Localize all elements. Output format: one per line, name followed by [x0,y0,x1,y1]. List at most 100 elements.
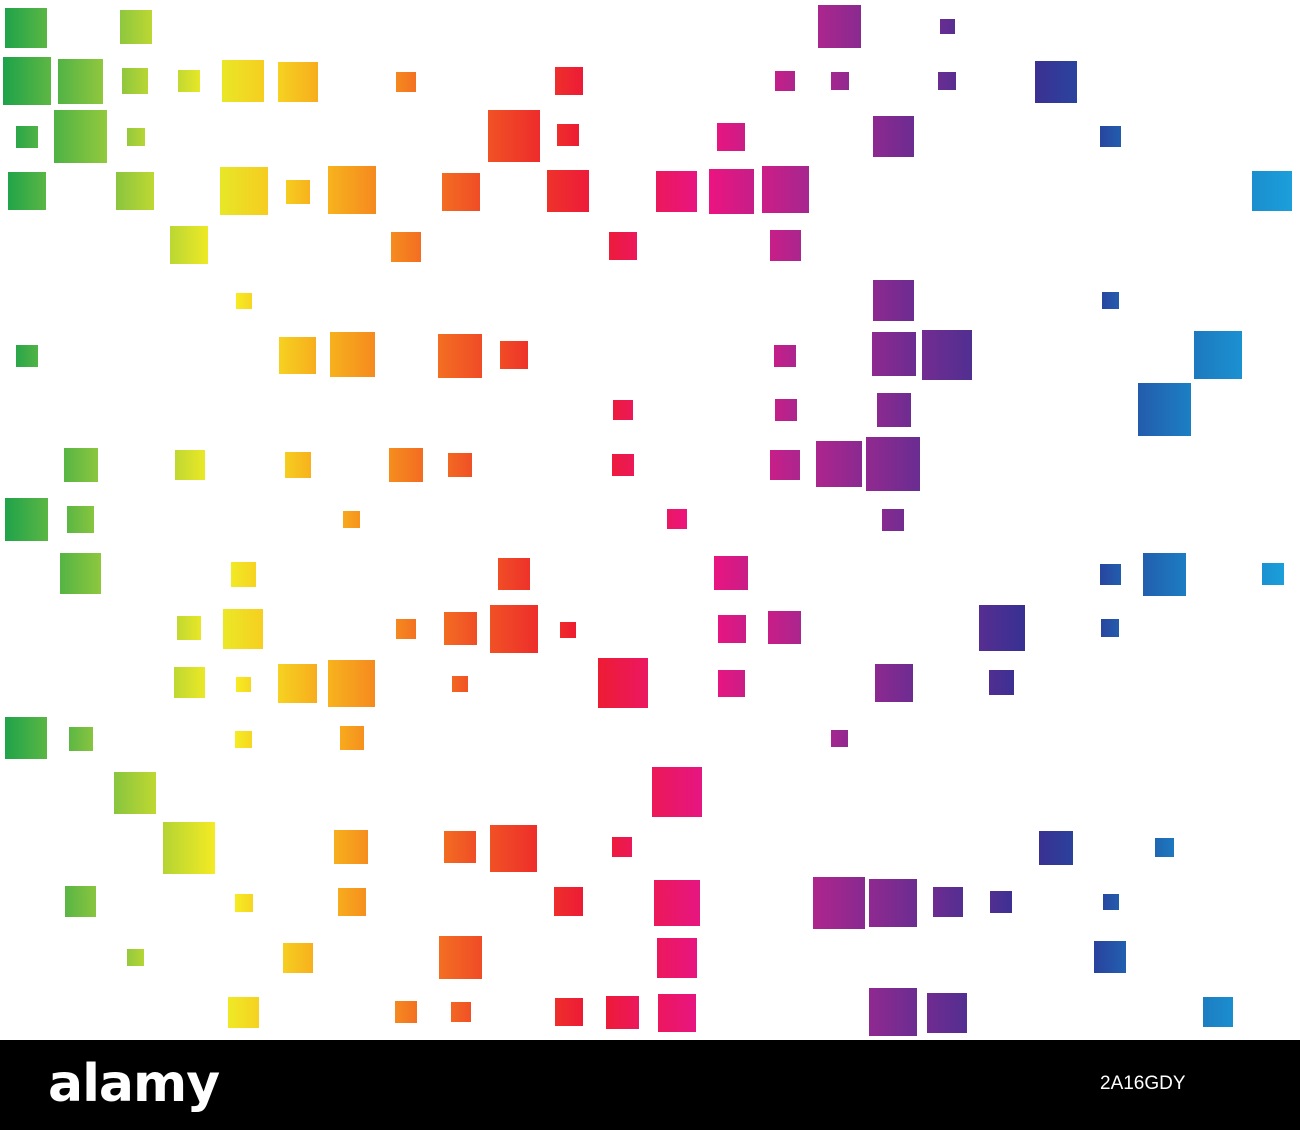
gradient-square [1100,126,1121,147]
gradient-square [606,996,639,1029]
gradient-square [236,293,252,309]
gradient-square [278,664,317,703]
gradient-square [1101,619,1119,637]
gradient-square [1039,831,1073,865]
gradient-square [989,670,1014,695]
gradient-square [231,562,256,587]
gradient-square [67,506,94,533]
gradient-square [658,994,696,1032]
gradient-square [235,894,253,912]
gradient-square [873,280,914,321]
gradient-square [338,888,366,916]
gradient-square [285,452,311,478]
gradient-square [922,330,972,380]
gradient-square [927,993,967,1033]
gradient-square [770,230,801,261]
gradient-square [979,605,1025,651]
gradient-square [500,341,528,369]
gradient-square [1143,553,1186,596]
gradient-square [444,831,476,863]
gradient-square [439,936,482,979]
gradient-square [127,128,145,146]
gradient-square [774,345,796,367]
gradient-square [286,180,310,204]
gradient-square [1262,563,1284,585]
gradient-square [328,166,376,214]
gradient-square [16,126,38,148]
gradient-square [65,886,96,917]
gradient-square [940,19,955,34]
gradient-square [1035,61,1077,103]
gradient-square [69,727,93,751]
gradient-square [869,879,917,927]
gradient-square [328,660,375,707]
gradient-square [1194,331,1242,379]
gradient-square [1252,171,1292,211]
gradient-square [278,62,318,102]
gradient-square [813,877,865,929]
gradient-square [54,110,107,163]
gradient-square [866,437,920,491]
gradient-square [1103,894,1119,910]
gradient-square [656,171,697,212]
gradient-square [613,400,633,420]
gradient-square [990,891,1012,913]
gradient-square [718,670,745,697]
gradient-square [395,1001,417,1023]
gradient-square [177,616,201,640]
gradient-square [560,622,576,638]
gradient-square [933,887,963,917]
gradient-square [220,167,268,215]
gradient-square [60,553,101,594]
watermark-footer: alamy 2A16GDY [0,1040,1300,1130]
gradient-square [768,611,801,644]
gradient-square [222,60,264,102]
gradient-square [554,887,583,916]
gradient-square [490,605,538,653]
gradient-square [396,619,416,639]
gradient-square [5,8,47,48]
gradient-square [235,731,252,748]
gradient-square [612,837,632,857]
gradient-square [873,116,914,157]
gradient-square [762,166,809,213]
gradient-square [555,998,583,1026]
gradient-square [3,57,51,105]
gradient-square [557,124,579,146]
gradient-square [872,332,916,376]
gradient-square [5,498,48,541]
gradient-square [488,110,540,162]
gradient-square [175,450,205,480]
gradient-square [717,123,745,151]
gradient-square [283,943,313,973]
gradient-square [122,68,148,94]
gradient-square [236,677,251,692]
gradient-square [818,5,861,48]
gradient-square [116,172,154,210]
gradient-square [8,172,46,210]
gradient-square [555,67,583,95]
gradient-square [127,949,144,966]
gradient-square [714,556,748,590]
gradient-square [163,822,215,874]
gradient-square [667,509,687,529]
gradient-square [831,730,848,747]
gradient-square [598,658,648,708]
gradient-square [547,170,589,212]
gradient-square [654,880,700,926]
gradient-square [58,59,103,104]
gradient-square [831,72,849,90]
gradient-square [709,169,754,214]
gradient-square [816,441,862,487]
image-id-label: 2A16GDY [1100,1073,1186,1094]
gradient-square [396,72,416,92]
gradient-square [451,1002,471,1022]
gradient-square [612,454,634,476]
gradient-square [330,332,375,377]
gradient-square [340,726,364,750]
gradient-square [1102,292,1119,309]
alamy-logo: alamy [48,1054,220,1114]
gradient-square [775,399,797,421]
gradient-square [877,393,911,427]
gradient-square [770,450,800,480]
